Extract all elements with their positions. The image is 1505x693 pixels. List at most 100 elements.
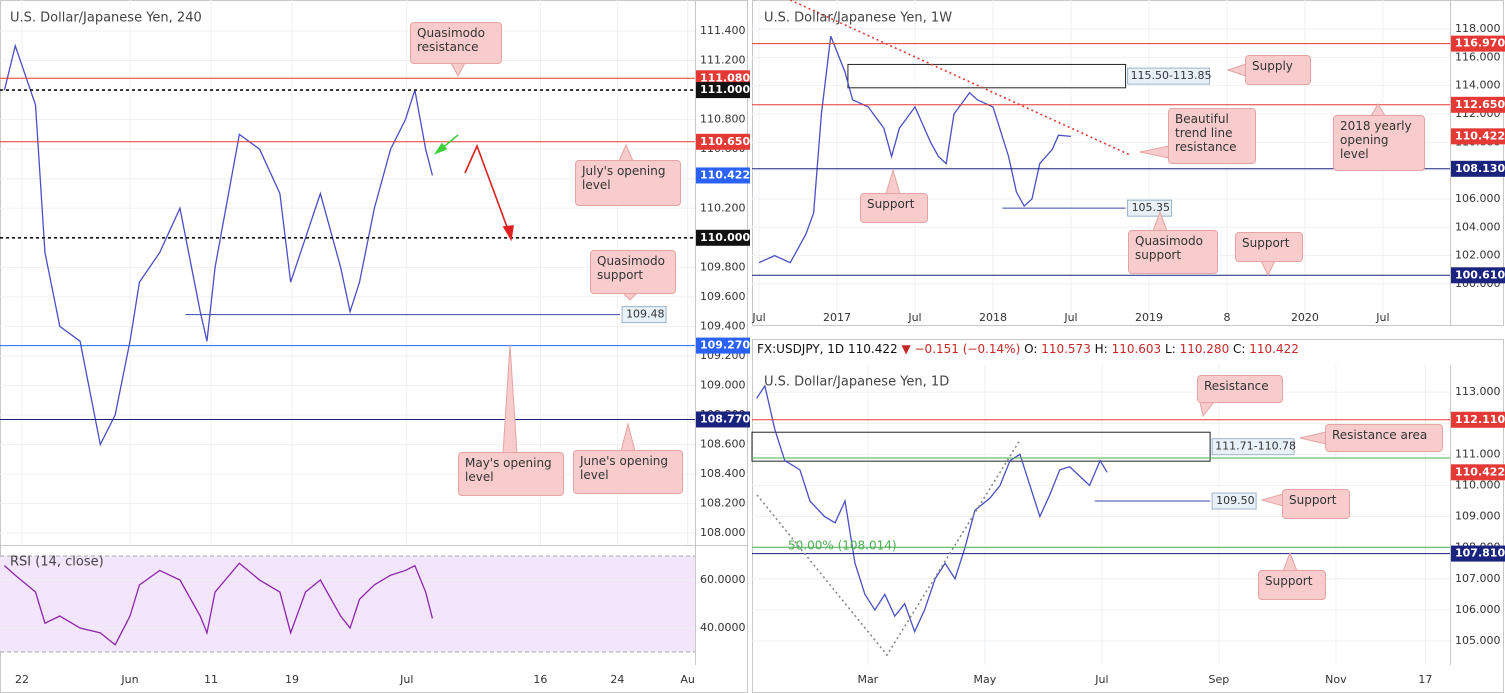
x-tick-label: 2020 (1291, 311, 1319, 324)
y-tick-label: 108.600 (700, 438, 746, 451)
y-tick-label: 105.000 (1455, 634, 1501, 647)
ohlc-value: 110.573 (1041, 342, 1091, 356)
x-tick-label: Mar (857, 673, 878, 686)
x-tick-label: Jun (120, 673, 138, 686)
y-tick-label: 110.200 (700, 201, 746, 214)
annotation: Quasimodo support (1128, 230, 1218, 274)
level-label-box (1451, 267, 1505, 284)
chart-title: U.S. Dollar/Japanese Yen, 240 (10, 11, 202, 26)
rsi-band (0, 556, 695, 653)
x-tick-label: Nov (1325, 673, 1347, 686)
y-tick-label: 110.000 (1455, 478, 1501, 491)
x-tick-label: 8 (1223, 311, 1230, 324)
note-pointer (1199, 401, 1216, 418)
y-tick-label: 118.000 (1455, 22, 1501, 35)
annotation: 2018 yearly opening level (1333, 115, 1425, 171)
level-label: 111.000 (700, 83, 750, 96)
level-label: 50.00% (108.014) (788, 539, 897, 553)
level-label: 110.422 (1455, 465, 1505, 478)
x-tick-label: 17 (1418, 673, 1432, 686)
level-label-box (1451, 411, 1505, 428)
level-label-box (696, 82, 750, 99)
x-tick-label: Au (680, 673, 695, 686)
zone-label: 111.71-110.78 (1215, 440, 1296, 453)
level-label: 110.000 (700, 231, 750, 244)
arrow (464, 143, 511, 236)
level-label: 112.110 (1455, 413, 1505, 426)
y-tick-label: 109.600 (700, 290, 746, 303)
y-tick-label: 111.400 (700, 24, 746, 37)
level-label-box (1451, 464, 1505, 481)
level-label-box (621, 306, 667, 324)
level-label-box (696, 411, 750, 428)
annotation: Support (1258, 570, 1326, 600)
level-label-box (1451, 160, 1505, 177)
note-pointer (620, 422, 636, 452)
annotation: Support (1282, 489, 1350, 519)
level-label-box (696, 167, 750, 184)
price-line (758, 35, 1072, 264)
price-line (756, 384, 1108, 634)
level-label: 111.080 (700, 71, 750, 84)
zone-label-box (1127, 67, 1211, 85)
annotation: Quasimodo support (590, 250, 676, 294)
level-label: 105.35 (1132, 201, 1171, 214)
zone (751, 431, 1211, 462)
x-tick-label: 22 (15, 673, 29, 686)
level-label: 109.48 (626, 308, 665, 321)
level-label-box (1211, 492, 1257, 510)
note-pointer (1260, 260, 1276, 277)
y-tick-label: 111.000 (1455, 447, 1501, 460)
annotation: Supply (1245, 55, 1311, 85)
x-tick-label: Jul (751, 311, 765, 324)
annotation: Resistance area (1325, 424, 1443, 452)
x-tick-label: Jul (1094, 673, 1108, 686)
level-label: 109.270 (700, 339, 750, 352)
annotation: May's opening level (458, 452, 564, 496)
chart-title: RSI (14, close) (10, 555, 104, 570)
x-tick-label: 2019 (1135, 311, 1163, 324)
note-pointer (1299, 431, 1327, 445)
level-label-box (696, 337, 750, 354)
x-tick-label: 11 (204, 673, 218, 686)
ohlc-value: 110.603 (1111, 342, 1162, 356)
level-label: 100.610 (1455, 268, 1505, 281)
ohlc-value: 110.280 (1179, 342, 1230, 356)
y-tick-label: 109.000 (1455, 510, 1501, 523)
x-tick-label: Jul (1063, 311, 1077, 324)
ohlc-label: H: (1094, 342, 1108, 356)
note-pointer (885, 168, 901, 195)
change: −0.151 (−0.14%) (914, 342, 1021, 356)
zone-label: 115.50-113.85 (1131, 69, 1212, 82)
y-tick-label: 109.800 (700, 260, 746, 273)
arrows (433, 134, 1021, 657)
y-tick-label: 109.000 (700, 378, 746, 391)
y-tick-label: 110.800 (700, 113, 746, 126)
y-tick-label: 113.000 (1455, 385, 1501, 398)
price-line (3, 43, 434, 447)
ohlc-label: L: (1165, 342, 1176, 356)
zone (847, 63, 1127, 89)
symbol-header: FX:USDJPY, 1D 110.422 ▼ −0.151 (−0.14%) … (757, 342, 1299, 356)
y-tick-label: 60.0000 (700, 573, 746, 586)
ohlc-label: C: (1233, 342, 1246, 356)
chart-title: U.S. Dollar/Japanese Yen, 1D (764, 375, 949, 390)
x-tick-label: Jul (399, 673, 413, 686)
annotation: Beautiful trend line resistance (1168, 108, 1256, 164)
annotation: Support (860, 193, 928, 223)
y-tick-label: 102.000 (1455, 249, 1501, 262)
level-label-box (696, 229, 750, 246)
change-arrow: ▼ (901, 342, 911, 356)
x-tick-label: 2018 (979, 311, 1007, 324)
y-tick-label: 108.000 (700, 526, 746, 539)
note-pointer (1260, 493, 1284, 507)
zone-label-box (1211, 438, 1295, 456)
fib-line (756, 439, 1021, 657)
annotation: Resistance (1197, 375, 1283, 403)
x-tick-label: 16 (533, 673, 547, 686)
annotation: July's opening level (575, 160, 681, 206)
level-label-box (1451, 545, 1505, 562)
x-tick-label: May (973, 673, 996, 686)
